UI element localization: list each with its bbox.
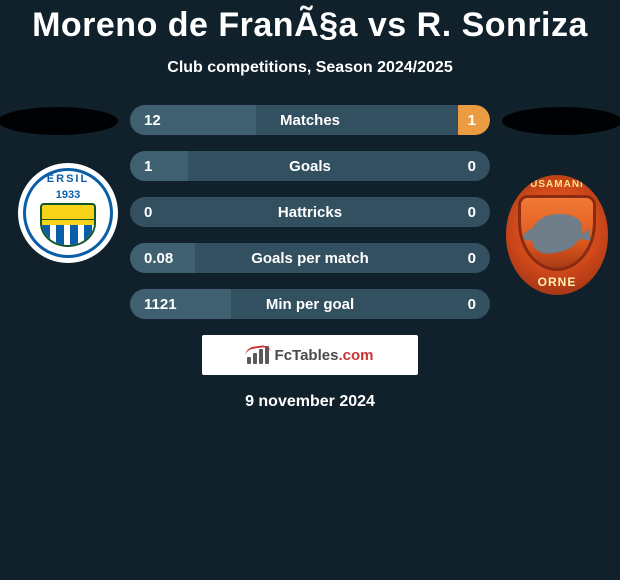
brand-text-pre: FcTables (275, 347, 339, 364)
stat-label: Matches (130, 112, 490, 129)
stats-list: 12Matches11Goals00Hattricks00.08Goals pe… (130, 105, 490, 319)
stat-value-right: 0 (468, 250, 476, 267)
stat-value-right: 0 (468, 204, 476, 221)
right-crest-top-text: USAMANI (506, 179, 608, 190)
stat-label: Hattricks (130, 204, 490, 221)
stat-value-right: 0 (468, 158, 476, 175)
stat-value-right: 1 (468, 112, 476, 129)
left-crest-year: 1933 (56, 189, 80, 201)
snapshot-date: 9 november 2024 (0, 393, 620, 411)
left-team-crest: ERSIL 1933 (18, 163, 118, 263)
stat-row: 1121Min per goal0 (130, 289, 490, 319)
right-crest-inner: USAMANI ORNE (506, 175, 608, 295)
dolphin-icon (528, 209, 587, 257)
left-shadow (0, 107, 118, 135)
stat-label: Goals per match (130, 250, 490, 267)
stat-row: 0Hattricks0 (130, 197, 490, 227)
right-team-crest: USAMANI ORNE (506, 175, 608, 295)
subtitle: Club competitions, Season 2024/2025 (0, 59, 620, 77)
stat-value-right: 0 (468, 296, 476, 313)
stat-row: 0.08Goals per match0 (130, 243, 490, 273)
brand-text-suffix: .com (338, 347, 373, 364)
brand-bars-icon (247, 346, 269, 364)
left-crest-top-text: ERSIL (47, 173, 89, 185)
comparison-area: ERSIL 1933 USAMANI ORNE 12Matches11Goals… (0, 105, 620, 411)
page-title: Moreno de FranÃ§a vs R. Sonriza (0, 0, 620, 45)
left-crest-inner: ERSIL 1933 (23, 168, 113, 258)
stat-row: 12Matches1 (130, 105, 490, 135)
stat-row: 1Goals0 (130, 151, 490, 181)
right-crest-shield (518, 195, 596, 271)
right-shadow (502, 107, 620, 135)
stat-label: Min per goal (130, 296, 490, 313)
brand-text: FcTables.com (275, 347, 374, 364)
left-crest-shield (40, 203, 96, 247)
left-crest-waves (44, 227, 92, 241)
right-crest-bottom-text: ORNE (506, 275, 608, 289)
stat-label: Goals (130, 158, 490, 175)
brand-watermark: FcTables.com (202, 335, 418, 375)
